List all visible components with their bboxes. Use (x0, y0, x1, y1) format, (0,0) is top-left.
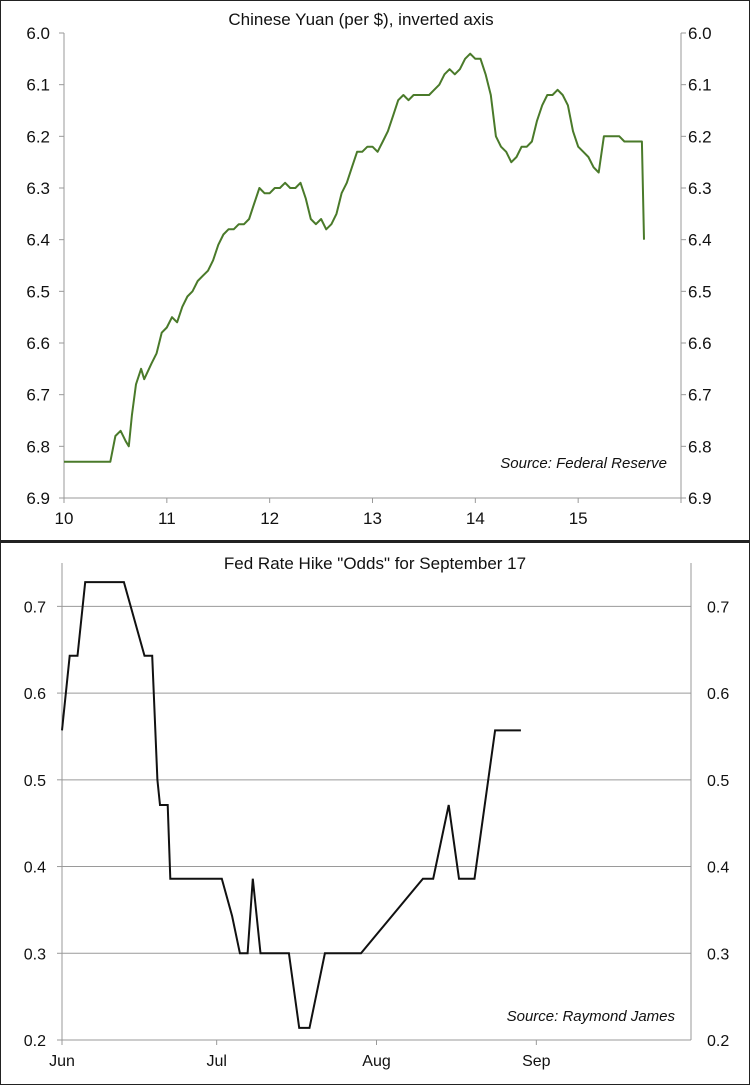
y-tick-label-right: 0.5 (707, 773, 729, 790)
y-tick-label: 0.3 (24, 946, 46, 963)
y-tick-label-right: 0.7 (707, 599, 729, 616)
y-tick-label: 0.2 (24, 1033, 46, 1050)
y-tick-label-right: 0.4 (707, 860, 729, 877)
x-tick-label: Jun (49, 1053, 75, 1070)
chart-annotation: Source: Federal Reserve (500, 455, 667, 472)
y-tick-label: 6.3 (26, 179, 50, 198)
y-tick-label-right: 6.1 (688, 76, 712, 95)
y-tick-label: 6.5 (26, 282, 50, 301)
y-tick-label: 0.7 (24, 599, 46, 616)
y-tick-label: 6.0 (26, 24, 50, 43)
x-tick-label: 15 (569, 509, 588, 528)
y-tick-label-right: 0.6 (707, 686, 729, 703)
chart-title: Chinese Yuan (per $), inverted axis (228, 10, 493, 29)
x-tick-label: 13 (363, 509, 382, 528)
y-tick-label: 0.6 (24, 686, 46, 703)
chart-title: Fed Rate Hike "Odds" for September 17 (224, 554, 526, 573)
y-tick-label: 6.8 (26, 437, 50, 456)
fed-odds-chart-panel: Fed Rate Hike "Odds" for September 17 So… (0, 541, 750, 1085)
y-tick-label: 6.2 (26, 127, 50, 146)
fed-odds-series-line (61, 581, 521, 1029)
y-tick-label-right: 6.6 (688, 334, 712, 353)
y-tick-label-right: 6.9 (688, 489, 712, 508)
y-tick-label-right: 0.2 (707, 1033, 729, 1050)
y-tick-label-right: 6.4 (688, 231, 712, 250)
x-tick-label: Jul (206, 1053, 226, 1070)
x-tick-label: 11 (158, 509, 176, 528)
y-tick-label-right: 6.3 (688, 179, 712, 198)
y-tick-label: 6.6 (26, 334, 50, 353)
y-tick-label: 6.1 (26, 76, 50, 95)
y-tick-label: 0.4 (24, 860, 46, 877)
y-tick-label-right: 6.7 (688, 386, 712, 405)
y-tick-label: 6.9 (26, 489, 50, 508)
x-tick-label: Aug (362, 1053, 390, 1070)
y-tick-label-right: 6.8 (688, 437, 712, 456)
yuan-series-line (64, 52, 645, 463)
y-tick-label-right: 0.3 (707, 946, 729, 963)
y-tick-label-right: 6.2 (688, 127, 712, 146)
fed-odds-chart: Fed Rate Hike "Odds" for September 17 So… (24, 554, 730, 1070)
yuan-chart: Chinese Yuan (per $), inverted axis Sour… (26, 10, 712, 528)
chart-annotation: Source: Raymond James (507, 1008, 676, 1025)
y-tick-label: 6.4 (26, 231, 50, 250)
y-tick-label-right: 6.0 (688, 24, 712, 43)
y-tick-label: 6.7 (26, 386, 50, 405)
x-tick-label: Sep (522, 1053, 551, 1070)
x-tick-label: 10 (55, 509, 74, 528)
y-tick-label: 0.5 (24, 773, 46, 790)
x-tick-label: 14 (466, 509, 485, 528)
x-tick-label: 12 (260, 509, 279, 528)
yuan-chart-panel: Chinese Yuan (per $), inverted axis Sour… (0, 0, 750, 541)
y-tick-label-right: 6.5 (688, 282, 712, 301)
